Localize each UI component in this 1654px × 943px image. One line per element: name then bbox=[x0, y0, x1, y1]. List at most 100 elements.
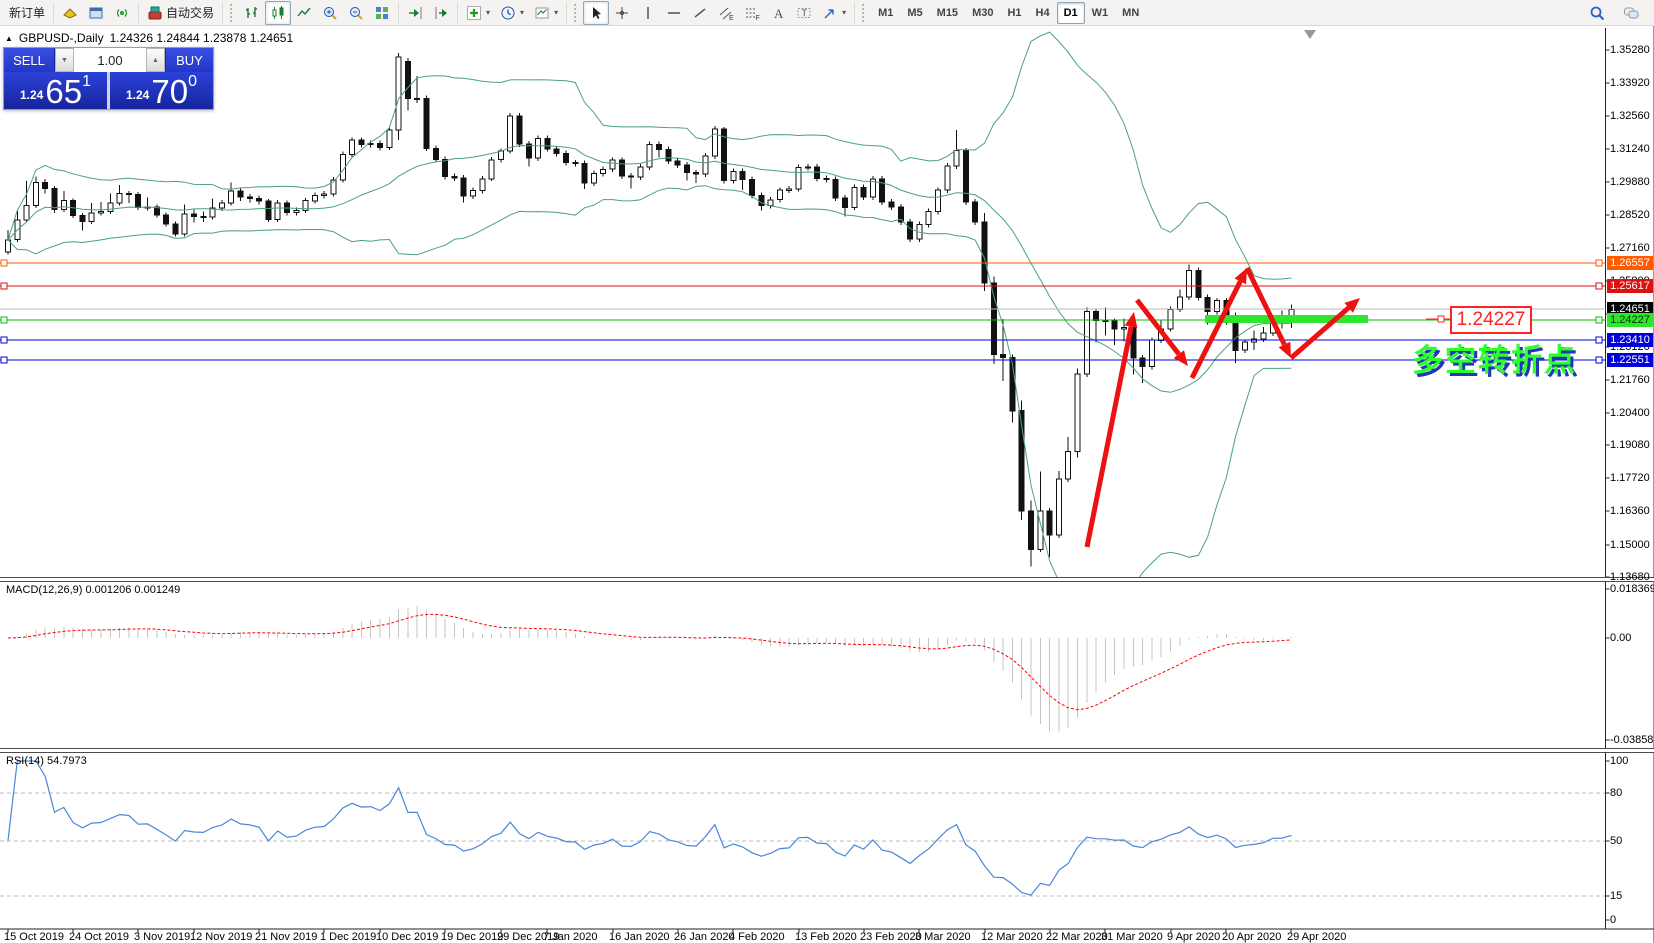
auto-scroll-button[interactable] bbox=[402, 1, 428, 25]
zoom-out-button[interactable] bbox=[343, 1, 369, 25]
tile-windows-icon bbox=[376, 6, 389, 19]
price-axis-tick: 1.32560 bbox=[1610, 110, 1650, 122]
chart-profiles-button[interactable] bbox=[57, 1, 83, 25]
bar-chart-button[interactable] bbox=[239, 1, 265, 25]
candlestick-chart-button[interactable] bbox=[265, 0, 292, 25]
search-button[interactable] bbox=[1584, 1, 1610, 25]
volume-up-button[interactable]: ▲ bbox=[146, 48, 165, 72]
trend-arrows-annotation[interactable] bbox=[1084, 266, 1360, 548]
auto-trading-button[interactable]: 自动交易 bbox=[142, 1, 219, 25]
volume-input[interactable] bbox=[74, 48, 146, 72]
price-axis-tick: 1.21760 bbox=[1610, 374, 1650, 386]
date-axis-label: 1 Dec 2019 bbox=[320, 931, 377, 943]
toolbar-grip[interactable] bbox=[230, 3, 235, 22]
svg-text:T: T bbox=[802, 8, 808, 18]
price-axis-tick: 1.16360 bbox=[1610, 505, 1650, 517]
fibonacci-icon: F bbox=[746, 8, 760, 21]
price-line-label[interactable]: 1.26557 bbox=[1607, 256, 1653, 270]
sell-price-button[interactable]: 1.24 65 1 bbox=[4, 72, 107, 109]
cursor-button[interactable] bbox=[583, 0, 610, 25]
timeframe-w1[interactable]: W1 bbox=[1091, 6, 1109, 19]
one-click-trading-panel: SELL ▼ ▲ BUY 1.24 65 1 1.24 70 0 bbox=[3, 47, 214, 110]
zoom-in-button[interactable] bbox=[317, 1, 343, 25]
add-indicator-button[interactable]: ▾ bbox=[461, 1, 495, 25]
timeframe-h1[interactable]: H1 bbox=[1007, 6, 1022, 19]
new-order-button[interactable]: 新订单 bbox=[4, 1, 50, 25]
vertical-line-icon bbox=[647, 6, 649, 19]
price-line-label[interactable]: 1.22551 bbox=[1607, 353, 1653, 367]
timeframe-m30[interactable]: M30 bbox=[972, 6, 994, 19]
toolbar-separator bbox=[138, 2, 140, 23]
volume-down-button[interactable]: ▼ bbox=[55, 48, 74, 72]
chart-shift-marker[interactable] bbox=[1304, 30, 1316, 39]
trendline-button[interactable] bbox=[687, 1, 713, 25]
svg-text:F: F bbox=[756, 15, 760, 21]
date-axis-label: 29 Dec 2019 bbox=[497, 931, 560, 943]
sell-button[interactable]: SELL bbox=[4, 48, 55, 72]
price-line-label[interactable]: 1.24651 bbox=[1607, 302, 1653, 316]
date-axis-label: 31 Mar 2020 bbox=[1101, 931, 1163, 943]
toolbar-grip[interactable] bbox=[862, 3, 867, 22]
pane-separator[interactable] bbox=[0, 748, 1654, 753]
pane-separator[interactable] bbox=[0, 577, 1654, 582]
buy-price-point: 0 bbox=[188, 73, 197, 90]
timeframe-mn[interactable]: MN bbox=[1122, 6, 1140, 19]
text-label-button[interactable]: T bbox=[791, 1, 817, 25]
signals-button[interactable] bbox=[109, 1, 135, 25]
text-button[interactable]: A bbox=[765, 1, 791, 25]
chat-button[interactable] bbox=[1618, 1, 1644, 25]
date-axis-label: 29 Apr 2020 bbox=[1287, 931, 1347, 943]
date-axis-label: 3 Mar 2020 bbox=[915, 931, 971, 943]
price-axis-tick: 1.27160 bbox=[1610, 242, 1650, 254]
date-axis-label: 3 Nov 2019 bbox=[134, 931, 191, 943]
horizontal-line-button[interactable] bbox=[661, 1, 687, 25]
chinese-annotation-text[interactable]: 多空转折点 bbox=[1412, 343, 1577, 378]
price-tag-connector bbox=[1426, 315, 1450, 323]
rsi-axis-tick: 15 bbox=[1610, 890, 1623, 902]
support-band-annotation[interactable] bbox=[1205, 315, 1368, 323]
auto-scroll-icon bbox=[409, 6, 422, 19]
vertical-line-button[interactable] bbox=[635, 1, 661, 25]
toolbar-right bbox=[1584, 1, 1650, 25]
text-label-icon: T bbox=[797, 7, 811, 18]
fibonacci-button[interactable]: F bbox=[739, 1, 765, 25]
shapes-button[interactable]: ▾ bbox=[817, 1, 851, 25]
sell-price-big: 65 bbox=[45, 73, 83, 110]
timeframe-m1[interactable]: M1 bbox=[878, 6, 894, 19]
signals-icon bbox=[116, 8, 128, 17]
macd-axis-tick: -0.038585 bbox=[1610, 734, 1654, 746]
toolbar-grip[interactable] bbox=[574, 3, 579, 22]
new-order-button-label: 新订单 bbox=[9, 6, 46, 20]
macd-label: MACD(12,26,9) 0.001206 0.001249 bbox=[6, 584, 181, 596]
horizontal-lines-layer[interactable] bbox=[0, 259, 1606, 364]
chart-shift-button[interactable] bbox=[428, 1, 454, 25]
axis-ticks bbox=[7, 49, 1610, 933]
tile-windows-button[interactable] bbox=[369, 1, 395, 25]
timeframe-m15[interactable]: M15 bbox=[936, 6, 959, 19]
rsi-levels bbox=[0, 792, 1605, 897]
period-button[interactable]: ▾ bbox=[495, 1, 529, 25]
line-chart-button[interactable] bbox=[291, 1, 317, 25]
price-line-label[interactable]: 1.23410 bbox=[1607, 333, 1653, 347]
price-line-label[interactable]: 1.24227 bbox=[1607, 313, 1653, 327]
chart-canvas[interactable] bbox=[0, 26, 1654, 943]
date-axis-label: 19 Dec 2019 bbox=[441, 931, 504, 943]
toolbar-separator bbox=[53, 2, 55, 23]
add-indicator-icon bbox=[467, 5, 482, 20]
equidistant-channel-button[interactable]: E bbox=[713, 1, 739, 25]
buy-price-button[interactable]: 1.24 70 0 bbox=[110, 72, 213, 109]
buy-button[interactable]: BUY bbox=[165, 48, 213, 72]
template-button[interactable]: ▾ bbox=[529, 1, 563, 25]
zoom-in-icon bbox=[324, 6, 337, 20]
timeframe-d1[interactable]: D1 bbox=[1056, 1, 1085, 24]
timeframe-m5[interactable]: M5 bbox=[907, 6, 923, 19]
price-annotation-box[interactable]: 1.24227 bbox=[1450, 306, 1532, 334]
crosshair-button[interactable] bbox=[609, 1, 635, 25]
timeframe-h4[interactable]: H4 bbox=[1035, 6, 1050, 19]
toolbar-separator bbox=[457, 2, 459, 23]
collapse-panel-icon[interactable]: ▲ bbox=[5, 33, 13, 43]
date-axis-label: 20 Apr 2020 bbox=[1222, 931, 1282, 943]
price-axis-tick: 1.28520 bbox=[1610, 209, 1650, 221]
price-line-label[interactable]: 1.25617 bbox=[1607, 279, 1653, 293]
data-window-button[interactable] bbox=[83, 1, 109, 25]
